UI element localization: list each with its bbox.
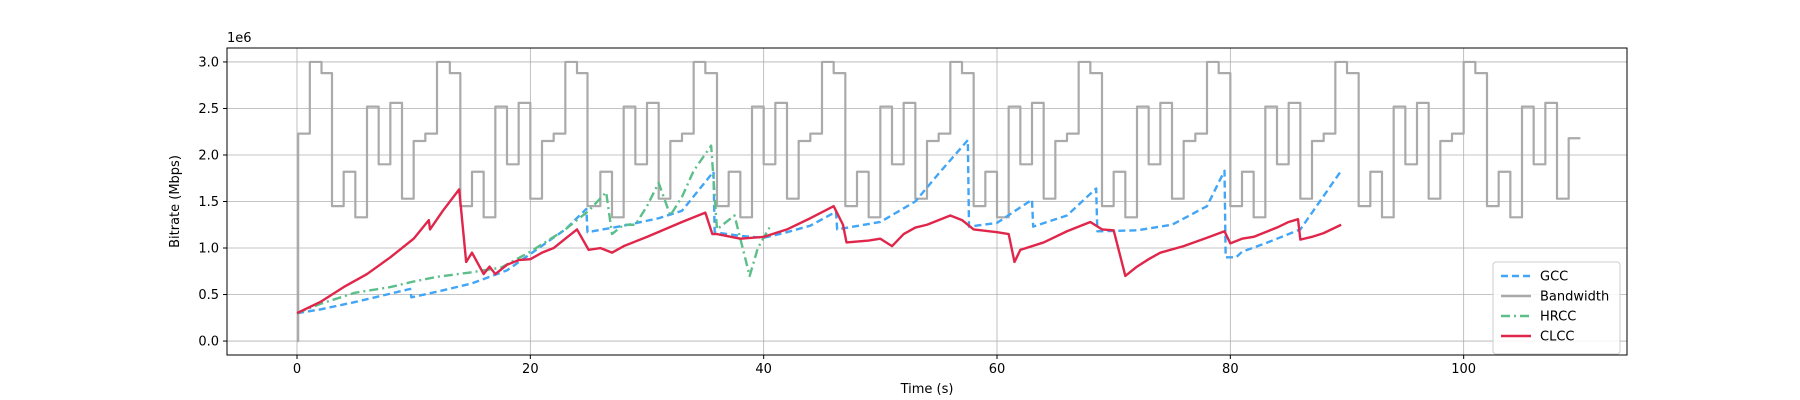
legend-box: [1492, 261, 1621, 355]
y-axis-label: Bitrate (Mbps): [168, 155, 183, 248]
y-tick-label: 2.5: [198, 102, 219, 117]
y-tick-label: 1.5: [198, 195, 219, 210]
legend-label-gcc: GCC: [1540, 270, 1568, 285]
y-tick-label: 3.0: [198, 55, 219, 70]
y-tick-label: 0.0: [198, 335, 219, 350]
series-line-bandwidth: [297, 60, 1581, 343]
x-tick-label: 0: [293, 362, 301, 377]
axis-ticks: 0 20 40 60 80 100 0.0 0.5 1.0 1.5 2.0 2.5 3.0: [198, 55, 1476, 377]
legend-label-clcc: CLCC: [1540, 330, 1574, 345]
x-tick-label: 80: [1222, 362, 1239, 377]
legend-label-bandwidth: Bandwidth: [1540, 290, 1609, 305]
x-tick-label: 60: [989, 362, 1006, 377]
series-line-clcc: [296, 188, 1342, 315]
y-tick-label: 2.0: [198, 148, 219, 163]
y-tick-label: 0.5: [198, 288, 219, 303]
series-lines: [296, 60, 1581, 343]
legend-label-hrcc: HRCC: [1540, 310, 1576, 325]
legend: GCC Bandwidth HRCC CLCC: [1492, 261, 1621, 355]
x-axis-label: Time (s): [900, 382, 954, 397]
x-tick-label: 100: [1451, 362, 1476, 377]
x-tick-label: 20: [522, 362, 539, 377]
x-tick-label: 40: [755, 362, 772, 377]
y-offset-label: 1e6: [227, 31, 252, 46]
y-tick-label: 1.0: [198, 242, 219, 257]
